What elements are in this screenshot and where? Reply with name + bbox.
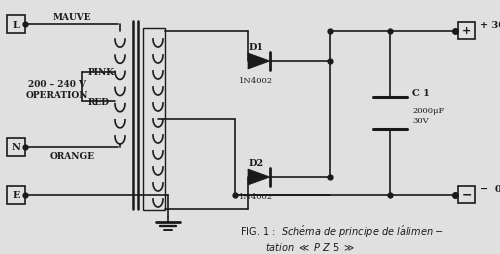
Bar xyxy=(143,29,165,210)
Text: 200 – 240 V
OPERATION: 200 – 240 V OPERATION xyxy=(26,80,88,99)
Bar xyxy=(458,186,475,203)
Text: N: N xyxy=(12,143,20,152)
Text: 1N4002: 1N4002 xyxy=(239,192,273,200)
Text: D2: D2 xyxy=(248,159,264,168)
Polygon shape xyxy=(248,54,270,70)
Bar xyxy=(7,138,25,156)
Bar xyxy=(458,23,475,40)
Text: MAUVE: MAUVE xyxy=(52,12,92,21)
Text: −  0V: − 0V xyxy=(480,185,500,194)
Text: ORANGE: ORANGE xyxy=(50,152,94,161)
Text: −: − xyxy=(461,188,472,201)
Text: F$\mathregular{IG}$. 1 :  $\it{Sch\acute{e}ma\ de\ principe\ de\ l\'alimen-}$: F$\mathregular{IG}$. 1 : $\it{Sch\acute{… xyxy=(240,223,444,239)
Text: $\it{tation\ \ll\ P\ Z\ 5\ \gg}$: $\it{tation\ \ll\ P\ Z\ 5\ \gg}$ xyxy=(265,240,356,252)
Text: +: + xyxy=(462,26,471,36)
Bar xyxy=(7,16,25,34)
Text: RED: RED xyxy=(88,97,110,106)
Polygon shape xyxy=(248,169,270,185)
Text: 2000μF
30V: 2000μF 30V xyxy=(412,107,444,124)
Bar xyxy=(7,186,25,204)
Text: D1: D1 xyxy=(248,43,264,52)
Text: + 30V: + 30V xyxy=(480,20,500,29)
Text: E: E xyxy=(12,191,20,200)
Text: 1N4002: 1N4002 xyxy=(239,77,273,85)
Text: C 1: C 1 xyxy=(412,89,430,98)
Text: L: L xyxy=(12,20,20,29)
Text: PINK: PINK xyxy=(88,68,115,77)
